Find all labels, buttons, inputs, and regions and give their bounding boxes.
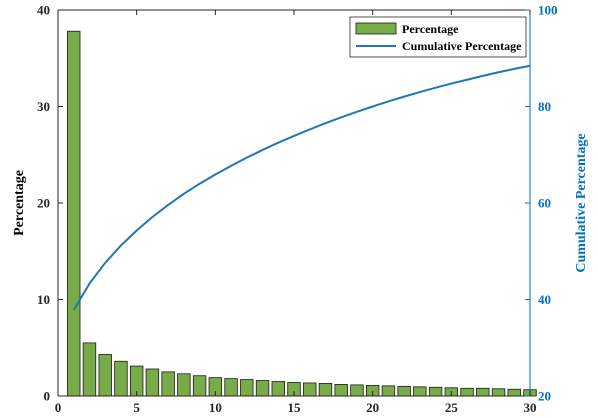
- bar-7: [161, 371, 175, 397]
- y-right-tick-label-100: 100: [538, 3, 558, 18]
- bar-13: [255, 380, 270, 397]
- bar-23: [413, 386, 427, 397]
- x-tick-label-5: 5: [133, 400, 140, 415]
- y-right-axis-title: Cumulative Percentage: [574, 133, 589, 272]
- bar-4: [114, 360, 128, 397]
- y-right-tick-label-20: 20: [538, 389, 551, 404]
- y-right-tick-label-40: 40: [538, 292, 551, 307]
- x-tick-label-30: 30: [524, 400, 537, 415]
- y-right-tick-label-60: 60: [538, 196, 551, 211]
- y-left-axis-title: Percentage: [12, 170, 27, 236]
- bar-24: [428, 386, 443, 397]
- bar-18: [334, 384, 348, 397]
- bar-3: [98, 354, 112, 397]
- x-tick-label-10: 10: [209, 400, 222, 415]
- bar-16: [303, 382, 317, 397]
- plot-marks: [67, 30, 537, 397]
- legend-label-percentage: Percentage: [402, 22, 459, 36]
- legend-label-cumulative: Cumulative Percentage: [402, 39, 522, 53]
- bar-2: [82, 342, 97, 397]
- bar-19: [350, 384, 364, 397]
- bar-8: [177, 373, 191, 397]
- bar-14: [271, 381, 285, 397]
- legend: Percentage Cumulative Percentage: [349, 16, 527, 58]
- bar-1: [67, 30, 81, 397]
- bar-26: [460, 387, 474, 397]
- x-tick-label-20: 20: [366, 400, 379, 415]
- axes: 0 5 10 15 20 25 3001020304020406080100Percenta…: [12, 3, 589, 416]
- bar-29: [507, 388, 521, 397]
- y-left-tick-label-40: 40: [37, 3, 50, 18]
- bar-11: [224, 378, 238, 397]
- bar-27: [476, 387, 490, 397]
- y-right-tick-label-80: 80: [538, 99, 551, 114]
- x-tick-label-15: 15: [288, 400, 302, 415]
- bar-9: [192, 375, 207, 397]
- y-left-tick-label-0: 0: [44, 389, 51, 404]
- legend-swatch-bar: [355, 22, 397, 35]
- bar-21: [381, 385, 396, 397]
- x-tick-label-0: 0: [55, 400, 62, 415]
- x-tick-label-25: 25: [445, 400, 459, 415]
- bar-12: [240, 379, 254, 397]
- y-left-tick-label-30: 30: [37, 99, 50, 114]
- y-left-tick-label-20: 20: [37, 196, 50, 211]
- cumulative-line: [72, 64, 531, 311]
- bar-28: [491, 388, 506, 397]
- bar-17: [318, 383, 333, 397]
- bar-22: [397, 385, 411, 397]
- y-left-tick-label-10: 10: [37, 292, 50, 307]
- bar-6: [145, 368, 160, 397]
